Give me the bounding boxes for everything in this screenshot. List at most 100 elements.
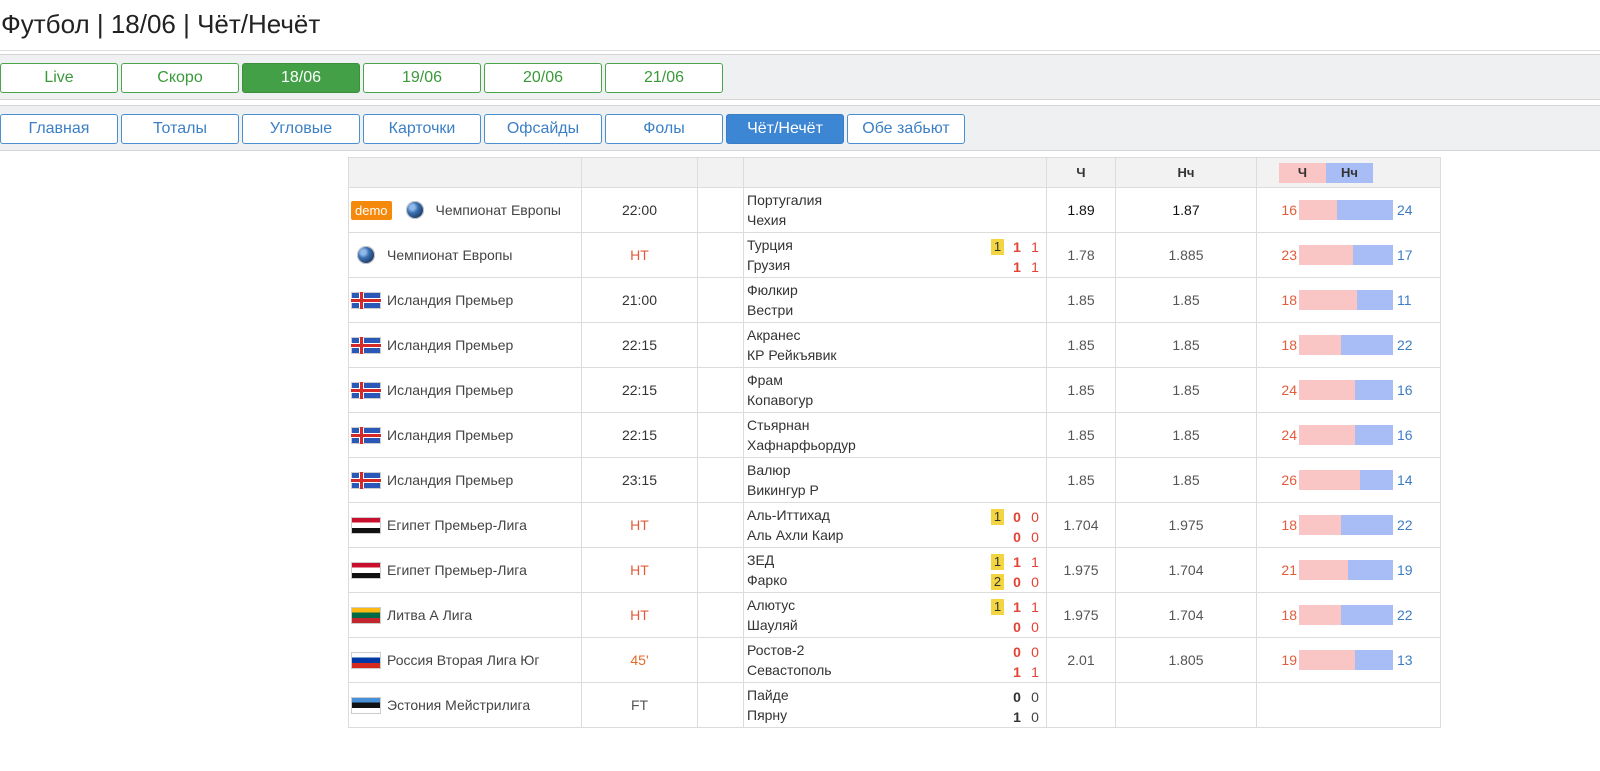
odd-odd-cell[interactable]: 1.85 bbox=[1115, 322, 1257, 368]
odd-even-cell[interactable]: 1.78 bbox=[1046, 232, 1116, 278]
league-cell[interactable]: Чемпионат Европы bbox=[348, 232, 582, 278]
odd-odd-cell[interactable]: 1.85 bbox=[1115, 367, 1257, 413]
home-team: Стьярнан bbox=[747, 417, 810, 433]
odd-even-cell[interactable]: 1.85 bbox=[1046, 277, 1116, 323]
date-tab-4[interactable]: 20/06 bbox=[484, 63, 602, 93]
match-time: HT bbox=[630, 562, 649, 578]
odd-even-cell[interactable]: 1.85 bbox=[1046, 457, 1116, 503]
home-team: Турция bbox=[747, 237, 793, 253]
table-row[interactable]: Чемпионат Европы HT Турция Грузия 1 1 1 1 1 1.78 1… bbox=[348, 232, 1441, 278]
league-cell[interactable]: Исландия Премьер bbox=[348, 457, 582, 503]
table-row[interactable]: Исландия Премьер 22:15 Стьярнан Хафнарфьорд… bbox=[348, 412, 1441, 458]
teams-cell[interactable]: ЗЕД Фарко 1 1 1 2 0 0 bbox=[743, 547, 1047, 593]
odd-even-cell[interactable]: 1.89 bbox=[1046, 187, 1116, 233]
table-row[interactable]: demo Чемпионат Европы 22:00 Португалия Чехия… bbox=[348, 187, 1441, 233]
league-cell[interactable]: Россия Вторая Лига Юг bbox=[348, 637, 582, 683]
section-tab-1[interactable]: Тоталы bbox=[121, 114, 239, 144]
odd-count: 14 bbox=[1397, 472, 1413, 488]
teams-cell[interactable]: Аль-Иттихад Аль Ахли Каир 1 0 0 0 0 bbox=[743, 502, 1047, 548]
home-half-goals: 0 bbox=[1031, 689, 1039, 705]
league-cell[interactable]: Египет Премьер-Лига bbox=[348, 547, 582, 593]
date-tab-2[interactable]: 18/06 bbox=[242, 63, 360, 93]
table-row[interactable]: Эстония Мейстрилига FT Пайде Пярну 0 0 1 0 bbox=[348, 682, 1441, 728]
match-time: 21:00 bbox=[621, 292, 658, 308]
time-cell: HT bbox=[581, 547, 698, 593]
teams-cell[interactable]: Ростов-2 Севастополь 0 0 1 1 bbox=[743, 637, 1047, 683]
league-cell[interactable]: Исландия Премьер bbox=[348, 412, 582, 458]
odd-odd-cell[interactable]: 1.704 bbox=[1115, 592, 1257, 638]
table-row[interactable]: Египет Премьер-Лига HT Аль-Иттихад Аль Ахли… bbox=[348, 502, 1441, 548]
league-cell[interactable]: Эстония Мейстрилига bbox=[348, 682, 582, 728]
teams-cell[interactable]: Пайде Пярну 0 0 1 0 bbox=[743, 682, 1047, 728]
odd-odd-cell[interactable]: 1.885 bbox=[1115, 232, 1257, 278]
odd-even-cell[interactable]: 2.01 bbox=[1046, 637, 1116, 683]
odd-odd-cell[interactable]: 1.975 bbox=[1115, 502, 1257, 548]
even-count: 16 bbox=[1281, 202, 1297, 218]
date-tab-3[interactable]: 19/06 bbox=[363, 63, 481, 93]
odd-even-cell[interactable] bbox=[1046, 682, 1116, 728]
teams-cell[interactable]: Фюлкир Вестри bbox=[743, 277, 1047, 323]
table-row[interactable]: Исландия Премьер 23:15 Валюр Викингур Р 1.85… bbox=[348, 457, 1441, 503]
teams-cell[interactable]: Валюр Викингур Р bbox=[743, 457, 1047, 503]
section-tab-2[interactable]: Угловые bbox=[242, 114, 360, 144]
match-time: 22:15 bbox=[621, 427, 658, 443]
even-share-bar bbox=[1299, 290, 1358, 310]
section-tab-7[interactable]: Обе забьют bbox=[847, 114, 965, 144]
league-name: Исландия Премьер bbox=[387, 427, 514, 443]
odd-odd-cell[interactable] bbox=[1115, 682, 1257, 728]
section-tab-0[interactable]: Главная bbox=[0, 114, 118, 144]
distribution-bar bbox=[1299, 650, 1393, 670]
odd-even-cell[interactable]: 1.975 bbox=[1046, 547, 1116, 593]
table-row[interactable]: Исландия Премьер 22:15 Акранес КР Рейкъявик… bbox=[348, 322, 1441, 368]
spacer-cell bbox=[697, 547, 744, 593]
teams-cell[interactable]: Акранес КР Рейкъявик bbox=[743, 322, 1047, 368]
spacer-cell bbox=[697, 322, 744, 368]
section-tab-5[interactable]: Фолы bbox=[605, 114, 723, 144]
section-tab-3[interactable]: Карточки bbox=[363, 114, 481, 144]
home-half-goals: 1 bbox=[1031, 554, 1039, 570]
distribution-legend: Ч Нч bbox=[1257, 162, 1440, 183]
league-cell[interactable]: Исландия Премьер bbox=[348, 277, 582, 323]
league-cell[interactable]: Исландия Премьер bbox=[348, 322, 582, 368]
teams-cell[interactable]: Португалия Чехия bbox=[743, 187, 1047, 233]
home-goals: 1 bbox=[1013, 239, 1021, 255]
odd-odd-cell[interactable]: 1.87 bbox=[1115, 187, 1257, 233]
odd-odd-value: 1.704 bbox=[1168, 562, 1204, 578]
league-cell[interactable]: Исландия Премьер bbox=[348, 367, 582, 413]
odd-even-cell[interactable]: 1.85 bbox=[1046, 367, 1116, 413]
date-tab-0[interactable]: Live bbox=[0, 63, 118, 93]
teams-cell[interactable]: Турция Грузия 1 1 1 1 1 bbox=[743, 232, 1047, 278]
table-row[interactable]: Египет Премьер-Лига HT ЗЕД Фарко 1 1 1 2 0 0 1.975… bbox=[348, 547, 1441, 593]
section-tab-6[interactable]: Чёт/Нечёт bbox=[726, 114, 844, 144]
away-team: Викингур Р bbox=[747, 482, 819, 498]
league-cell[interactable]: Египет Премьер-Лига bbox=[348, 502, 582, 548]
home-team: Фюлкир bbox=[747, 282, 798, 298]
table-row[interactable]: Исландия Премьер 22:15 Фрам Копавогур 1.85 1.… bbox=[348, 367, 1441, 413]
away-team: Чехия bbox=[747, 212, 787, 228]
odd-odd-cell[interactable]: 1.704 bbox=[1115, 547, 1257, 593]
odd-even-cell[interactable]: 1.975 bbox=[1046, 592, 1116, 638]
odd-odd-cell[interactable]: 1.85 bbox=[1115, 277, 1257, 323]
table-row[interactable]: Исландия Премьер 21:00 Фюлкир Вестри 1.85 1.8… bbox=[348, 277, 1441, 323]
teams-cell[interactable]: Алютус Шауляй 1 1 1 0 0 bbox=[743, 592, 1047, 638]
league-cell[interactable]: demo Чемпионат Европы bbox=[348, 187, 582, 233]
page-title: Футбол | 18/06 | Чёт/Нечёт bbox=[1, 9, 321, 39]
date-tab-1[interactable]: Скоро bbox=[121, 63, 239, 93]
odd-odd-cell[interactable]: 1.85 bbox=[1115, 412, 1257, 458]
date-tab-5[interactable]: 21/06 bbox=[605, 63, 723, 93]
odd-even-cell[interactable]: 1.85 bbox=[1046, 412, 1116, 458]
teams-cell[interactable]: Фрам Копавогур bbox=[743, 367, 1047, 413]
table-row[interactable]: Литва А Лига HT Алютус Шауляй 1 1 1 0 0 1.975 1.70… bbox=[348, 592, 1441, 638]
odd-odd-cell[interactable]: 1.805 bbox=[1115, 637, 1257, 683]
league-cell[interactable]: Литва А Лига bbox=[348, 592, 582, 638]
table-row[interactable]: Россия Вторая Лига Юг 45' Ростов-2 Севастоп… bbox=[348, 637, 1441, 683]
odd-even-cell[interactable]: 1.85 bbox=[1046, 322, 1116, 368]
teams: Португалия Чехия bbox=[744, 190, 1046, 230]
odd-odd-cell[interactable]: 1.85 bbox=[1115, 457, 1257, 503]
teams-cell[interactable]: Стьярнан Хафнарфьордур bbox=[743, 412, 1047, 458]
odd-even-cell[interactable]: 1.704 bbox=[1046, 502, 1116, 548]
away-goals: 1 bbox=[1013, 709, 1021, 725]
section-tab-4[interactable]: Офсайды bbox=[484, 114, 602, 144]
